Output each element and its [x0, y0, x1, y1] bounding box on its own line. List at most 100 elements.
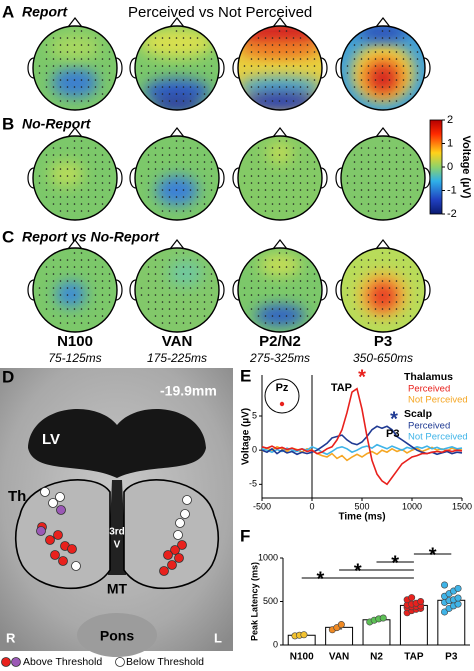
electrode-dot: [271, 259, 274, 261]
electrode-dot: [45, 175, 48, 177]
electrode-dot: [306, 203, 309, 205]
electrode-dot: [154, 259, 157, 261]
electrode-dot: [264, 203, 267, 205]
electrode-dot: [182, 182, 185, 184]
electrode-dot: [80, 175, 83, 177]
electrode-dot: [189, 175, 192, 177]
electrode-dot: [264, 301, 267, 303]
x-tick-label: N2: [370, 652, 383, 663]
electrode-dot: [374, 154, 377, 156]
electrode-dot: [80, 315, 83, 317]
electrode-dot: [38, 182, 41, 184]
electrode-dot: [395, 280, 398, 282]
electrode-dot: [374, 72, 377, 74]
legend-label: Not Perceived: [408, 432, 468, 443]
electrode-dot: [271, 154, 274, 156]
x-tick-label: VAN: [329, 652, 349, 663]
electrode-dot: [388, 210, 391, 212]
window-time: 175-225ms: [147, 351, 207, 365]
electrode-dot: [59, 65, 62, 67]
electrode-dot: [66, 273, 69, 275]
electrode-dot: [196, 161, 199, 163]
electrode-dot: [374, 322, 377, 324]
electrode-dot: [285, 30, 288, 32]
electrode-dot: [388, 51, 391, 53]
electrode-dot: [175, 182, 178, 184]
electrode-dot: [182, 65, 185, 67]
brain-panel: D -19.9mm LV Th 3rd V MT Pons R L Above …: [0, 367, 233, 668]
electrode-dot: [59, 175, 62, 177]
electrode-dot: [189, 210, 192, 212]
electrode-dot: [257, 280, 260, 282]
electrode-dot: [388, 140, 391, 142]
electrode-dot: [402, 58, 405, 60]
electrode-dot: [87, 308, 90, 310]
electrode-dot: [299, 203, 302, 205]
electrode-dot: [367, 189, 370, 191]
electrode-dot: [257, 37, 260, 39]
electrode-dot: [182, 210, 185, 212]
electrode-dot: [161, 273, 164, 275]
window-name: P2/N2: [259, 333, 301, 350]
electrode-dot: [154, 161, 157, 163]
electrode-dot: [395, 44, 398, 46]
third-ventricle: [108, 480, 126, 575]
electrode-dot: [210, 51, 213, 53]
electrode-dot: [250, 182, 253, 184]
electrode-dot: [292, 58, 295, 60]
electrode-dot: [313, 51, 316, 53]
electrode-dot: [196, 203, 199, 205]
electrode-dot: [154, 266, 157, 268]
electrode-dot: [395, 100, 398, 102]
topoplot: [232, 239, 328, 333]
electrode-dot: [196, 196, 199, 198]
electrode-dot: [388, 252, 391, 254]
electrode-dot: [108, 294, 111, 296]
electrode-dot: [73, 58, 76, 60]
electrode-dot: [278, 273, 281, 275]
data-point: [379, 614, 387, 622]
x-tick-label: 1000: [402, 501, 422, 511]
electrode-dot: [374, 287, 377, 289]
data-point: [417, 597, 425, 605]
electrode-dot: [52, 308, 55, 310]
electrode-dot: [395, 72, 398, 74]
electrode-dot: [108, 161, 111, 163]
head-ear: [423, 57, 431, 79]
electrode-dot: [52, 58, 55, 60]
electrode-dot: [402, 294, 405, 296]
electrode-dot: [264, 315, 267, 317]
electrode-dot: [299, 168, 302, 170]
electrode-dot: [87, 44, 90, 46]
electrode-dot: [264, 58, 267, 60]
electrode-dot: [161, 301, 164, 303]
electrode-dot: [381, 168, 384, 170]
electrode-dot: [360, 301, 363, 303]
electrode-dot: [73, 72, 76, 74]
electrode-dot: [299, 287, 302, 289]
electrode-dot: [360, 189, 363, 191]
electrode-dot: [360, 44, 363, 46]
electrode-dot: [196, 44, 199, 46]
electrode-dot: [388, 147, 391, 149]
electrode-dot: [264, 308, 267, 310]
electrode-dot: [203, 154, 206, 156]
electrode-dot: [87, 280, 90, 282]
electrode-marker: [279, 401, 285, 407]
electrode-dot: [388, 93, 391, 95]
electrode-dot: [271, 203, 274, 205]
electrode-dot: [168, 37, 171, 39]
electrode-dot: [395, 308, 398, 310]
x-tick-label: -500: [253, 501, 271, 511]
contact: [53, 530, 63, 540]
electrode-dot: [360, 86, 363, 88]
electrode-dot: [264, 259, 267, 261]
electrode-dot: [353, 44, 356, 46]
pons: [77, 613, 157, 657]
electrode-dot: [374, 44, 377, 46]
electrode-dot: [381, 301, 384, 303]
electrode-dot: [388, 203, 391, 205]
electrode-dot: [257, 182, 260, 184]
electrode-dot: [45, 294, 48, 296]
